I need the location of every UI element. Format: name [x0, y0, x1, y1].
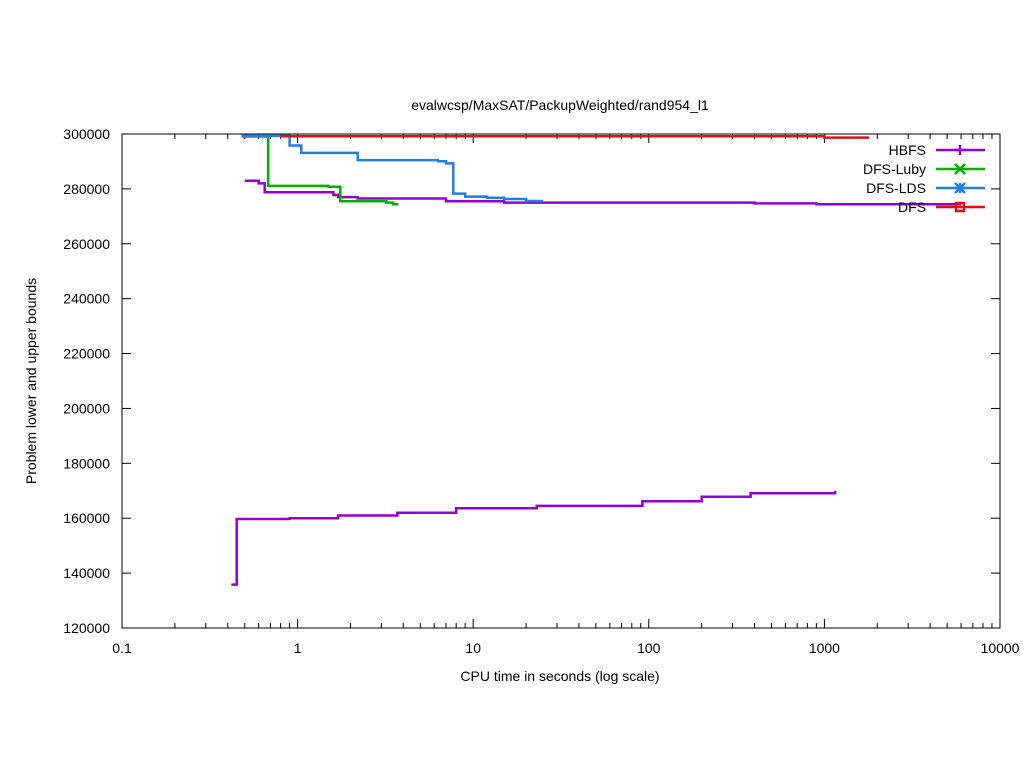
x-tick-label: 1 [294, 640, 302, 656]
plot-frame [121, 133, 1001, 629]
x-tick-label: 0.1 [112, 640, 132, 656]
legend-marker [954, 163, 966, 175]
legend-label: DFS [898, 199, 926, 215]
y-tick-label: 260000 [63, 236, 110, 252]
y-tick-label: 180000 [63, 455, 110, 471]
x-tick-label: 10000 [981, 640, 1020, 656]
x-tick-label: 100 [637, 640, 661, 656]
y-tick-label: 220000 [63, 346, 110, 362]
x-axis: 0.1 1 10 100 1000 10000 [112, 134, 1020, 656]
series-dfs-luby [241, 135, 399, 206]
legend-item-hbfs: HBFS [889, 142, 985, 158]
series-hbfs [231, 179, 961, 586]
y-axis-label: Problem lower and upper bounds [23, 278, 39, 484]
legend-item-dfs-luby: DFS-Luby [863, 161, 985, 177]
x-axis-label: CPU time in seconds (log scale) [460, 668, 659, 684]
x-tick-label: 1000 [809, 640, 840, 656]
y-tick-label: 160000 [63, 510, 110, 526]
series-line-dfs [280, 134, 870, 139]
series-layer [231, 134, 961, 586]
series-line-hbfs [244, 179, 961, 206]
legend-label: DFS-LDS [866, 180, 926, 196]
x-tick-label: 10 [465, 640, 481, 656]
legend-item-dfs-lds: DFS-LDS [866, 180, 985, 196]
legend-label: DFS-Luby [863, 161, 926, 177]
legend-marker [954, 182, 966, 194]
y-tick-label: 140000 [63, 565, 110, 581]
legend: HBFS DFS-Luby DFS-LDS DFS [863, 142, 985, 215]
y-tick-label: 240000 [63, 291, 110, 307]
legend-label: HBFS [889, 142, 926, 158]
legend-marker [955, 145, 965, 155]
series-line-dfs-luby [241, 135, 399, 206]
series-dfs [280, 134, 870, 139]
y-tick-label: 120000 [63, 620, 110, 636]
chart-title: evalwcsp/MaxSAT/PackupWeighted/rand954_l… [411, 97, 709, 113]
y-tick-label: 300000 [63, 126, 110, 142]
series-line-hbfs [231, 490, 837, 586]
legend-item-dfs: DFS [898, 199, 985, 215]
y-tick-label: 200000 [63, 400, 110, 416]
y-axis: 120000 140000 160000 180000 200000 220000 2400… [63, 126, 1000, 636]
y-tick-label: 280000 [63, 181, 110, 197]
series-line-dfs-lds [241, 134, 544, 203]
legend-marker [954, 201, 966, 213]
series-dfs-lds [241, 134, 544, 203]
